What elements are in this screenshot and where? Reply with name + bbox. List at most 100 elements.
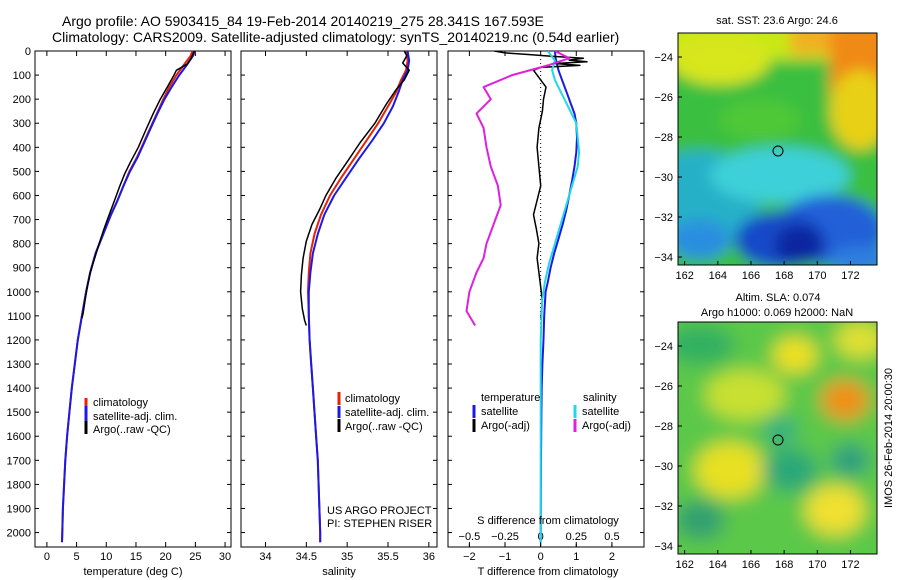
- credit-pi: PI: STEPHEN RISER: [327, 518, 432, 530]
- legend-label-t-argo: Argo(-adj): [481, 420, 530, 432]
- map-x-tick-label: 170: [808, 559, 826, 571]
- map-y-tick-label: −34: [654, 541, 673, 553]
- legend-label-satellite: satellite-adj. clim.: [93, 411, 177, 423]
- map-x-tick-label: 162: [675, 270, 693, 282]
- sla-map: 162 164 166 168 170 172 −24 −26 −28 −30 −32 −34: [654, 321, 878, 571]
- y-tick-label: 400: [13, 142, 31, 154]
- sst-map-title: sat. SST: 23.6 Argo: 24.6: [716, 15, 838, 27]
- series-line-satellite-adj-clim-: [307, 51, 411, 543]
- x-tick-label: 1: [573, 551, 579, 563]
- y-tick-label: 900: [13, 263, 31, 275]
- map-x-tick-label: 168: [775, 559, 793, 571]
- legend-label-satellite: satellite-adj. clim.: [345, 407, 429, 419]
- x-tick-label: 10: [100, 551, 112, 563]
- x-tick-label: 34.5: [296, 551, 317, 563]
- legend-label-climatology: climatology: [93, 397, 149, 409]
- figure-title-line1: Argo profile: AO 5903415_84 19-Feb-2014 …: [62, 13, 544, 29]
- y-tick-label: 2000: [7, 528, 31, 540]
- x2-tick-label: 0.25: [566, 531, 587, 543]
- y-tick-label: 1500: [7, 407, 31, 419]
- map-y-tick-label: −28: [654, 421, 673, 433]
- y-tick-label: 500: [13, 166, 31, 178]
- x-tick-label: 2: [609, 551, 615, 563]
- legend-label-climatology: climatology: [345, 393, 401, 405]
- map-y-tick-label: −24: [654, 52, 673, 64]
- y-tick-label: 1400: [7, 383, 31, 395]
- map-y-tick-label: −34: [654, 252, 673, 264]
- map-x-tick-label: 166: [742, 559, 760, 571]
- x-tick-label: 15: [130, 551, 142, 563]
- series-line-t-argo-adj-: [494, 51, 588, 319]
- y-tick-label: 200: [13, 94, 31, 106]
- map-y-tick-label: −30: [654, 172, 673, 184]
- legend-label-s-satellite: satellite: [582, 406, 619, 418]
- difference-profile-panel: −2 −1 0 1 2−0.5 −0.25 0 0.25 0.5: [447, 50, 645, 563]
- map-x-tick-label: 170: [808, 270, 826, 282]
- x-tick-label: 20: [160, 551, 172, 563]
- series-line-argo-raw-qc-: [81, 51, 195, 319]
- temperature-legend: climatology satellite-adj. clim. Argo(..…: [84, 397, 177, 436]
- figure-title-line2: Climatology: CARS2009. Satellite-adjuste…: [52, 29, 620, 45]
- x2-tick-label: −0.25: [491, 531, 519, 543]
- map-y-tick-label: −28: [654, 132, 673, 144]
- map-y-tick-label: −30: [654, 461, 673, 473]
- salinity-profile-panel: 34 34.5 35 35.5 36: [240, 50, 438, 563]
- map-x-tick-label: 172: [841, 270, 859, 282]
- series-line-argo-raw-qc-: [299, 51, 410, 326]
- sla-argo-position-marker: [772, 434, 784, 446]
- x-tick-label: 25: [189, 551, 201, 563]
- series-line-satellite-adj-clim-: [61, 51, 196, 543]
- y-tick-label: 600: [13, 190, 31, 202]
- x-tick-label: 30: [219, 551, 231, 563]
- y-tick-label: 1300: [7, 359, 31, 371]
- x-tick-label: −1: [499, 551, 512, 563]
- y-tick-label: 300: [13, 118, 31, 130]
- y-tick-label: 1200: [7, 335, 31, 347]
- salinity-x-axis-label: salinity: [322, 566, 356, 578]
- x-tick-label: 36: [423, 551, 435, 563]
- y-tick-label: 1700: [7, 455, 31, 467]
- t-difference-axis-label: T difference from climatology: [478, 566, 619, 578]
- x2-tick-label: 0.5: [604, 531, 619, 543]
- imos-side-label: IMOS 26-Feb-2014 20:00:30: [883, 368, 895, 508]
- map-x-tick-label: 162: [675, 559, 693, 571]
- map-x-tick-label: 168: [775, 270, 793, 282]
- legend-title-salinity: salinity: [583, 392, 617, 404]
- y-tick-label: 1600: [7, 431, 31, 443]
- y-tick-label: 1100: [7, 311, 31, 323]
- map-x-tick-label: 166: [742, 270, 760, 282]
- map-x-tick-label: 164: [709, 270, 727, 282]
- sla-map-title: Altim. SLA: 0.074: [736, 292, 821, 304]
- sst-field: [678, 33, 877, 265]
- x-tick-label: 34: [259, 551, 271, 563]
- temperature-profile-panel: 0 5 10 15 20 25 300100200300400500600700800900…: [7, 46, 232, 563]
- temperature-x-axis-label: temperature (deg C): [83, 566, 182, 578]
- x-tick-label: 5: [74, 551, 80, 563]
- series-line-s-satellite: [539, 51, 581, 543]
- y-tick-label: 700: [13, 215, 31, 227]
- y-tick-label: 0: [25, 46, 31, 58]
- y-tick-label: 1000: [7, 287, 31, 299]
- map-y-tick-label: −26: [654, 92, 673, 104]
- y-tick-label: 1800: [7, 479, 31, 491]
- sla-field: [678, 322, 877, 554]
- x-tick-label: 0: [538, 551, 544, 563]
- x-tick-label: 35.5: [377, 551, 398, 563]
- plot-frame: [240, 50, 438, 548]
- map-y-tick-label: −24: [654, 341, 673, 353]
- map-x-tick-label: 164: [709, 559, 727, 571]
- sla-map-subtitle: Argo h1000: 0.069 h2000: NaN: [701, 307, 853, 319]
- x2-tick-label: −0.5: [459, 531, 481, 543]
- series-line-t-satellite: [539, 51, 578, 543]
- x-tick-label: −2: [463, 551, 476, 563]
- legend-label-t-satellite: satellite: [481, 406, 518, 418]
- legend-title-temperature: temperature: [481, 392, 540, 404]
- x-tick-label: 0: [44, 551, 50, 563]
- plot-frame: [34, 50, 232, 548]
- y-tick-label: 1900: [7, 503, 31, 515]
- map-y-tick-label: −26: [654, 381, 673, 393]
- series-line-s-argo-adj-: [465, 51, 571, 327]
- credit-project: US ARGO PROJECT: [327, 505, 432, 517]
- difference-legend: temperature salinity satellite Argo(-adj…: [472, 392, 631, 432]
- salinity-legend: climatology satellite-adj. clim. Argo(..…: [337, 392, 429, 433]
